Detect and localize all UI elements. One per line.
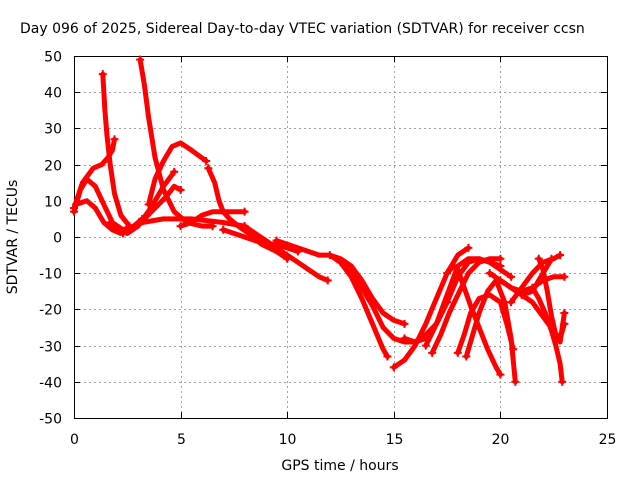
plus-marker xyxy=(496,261,505,270)
plus-marker xyxy=(176,185,185,194)
plus-marker xyxy=(496,276,505,285)
plus-marker xyxy=(496,370,505,379)
plus-marker xyxy=(208,222,217,231)
plus-marker xyxy=(400,334,409,343)
data-series-group xyxy=(71,57,567,385)
plus-marker xyxy=(560,272,569,281)
data-series-track xyxy=(120,183,184,236)
plus-marker xyxy=(383,352,392,361)
plus-marker xyxy=(136,55,145,64)
plus-marker xyxy=(511,377,520,386)
x-tick-label: 0 xyxy=(70,432,79,448)
plus-marker xyxy=(400,319,409,328)
plus-marker xyxy=(240,222,249,231)
y-tick-labels: -50 -40 -30 -20 -10 0 10 20 30 40 50 xyxy=(39,50,62,428)
plus-marker xyxy=(464,243,473,252)
plus-marker xyxy=(272,236,281,245)
plus-marker xyxy=(496,254,505,263)
y-tick-label: -20 xyxy=(39,303,62,319)
plus-marker xyxy=(72,200,81,209)
plus-marker xyxy=(421,341,430,350)
plus-marker xyxy=(144,200,153,209)
y-tick-label: 40 xyxy=(44,86,62,102)
plus-marker xyxy=(240,207,249,216)
x-tick-label: 10 xyxy=(279,432,297,448)
x-tick-label: 25 xyxy=(599,432,617,448)
plus-marker xyxy=(176,222,185,231)
plus-marker xyxy=(509,345,518,354)
data-series-track xyxy=(71,136,117,211)
plus-marker xyxy=(556,251,565,260)
plus-marker xyxy=(125,222,134,231)
x-axis-title: GPS time / hours xyxy=(281,458,398,474)
y-tick-label: -50 xyxy=(39,412,62,428)
plus-marker xyxy=(428,348,437,357)
y-tick-label: 50 xyxy=(44,50,62,66)
plus-marker xyxy=(283,254,292,263)
data-series-track xyxy=(529,285,565,385)
x-tick-label: 20 xyxy=(492,432,510,448)
plus-marker xyxy=(325,251,334,260)
plus-marker xyxy=(462,352,471,361)
y-tick-label: -10 xyxy=(39,267,62,283)
plus-marker xyxy=(138,214,147,223)
y-tick-label: 20 xyxy=(44,159,62,175)
data-series-track xyxy=(220,227,301,254)
plus-marker xyxy=(219,225,228,234)
data-series-track xyxy=(536,256,567,345)
plus-marker xyxy=(389,363,398,372)
grid xyxy=(74,56,607,418)
axis-ticks xyxy=(74,56,608,419)
plus-marker xyxy=(443,298,452,307)
plus-marker xyxy=(323,276,332,285)
data-series-track xyxy=(338,259,390,359)
data-series-track xyxy=(100,71,132,229)
plus-marker xyxy=(204,164,213,173)
plus-marker xyxy=(485,269,494,278)
y-tick-label: 10 xyxy=(44,195,62,211)
y-tick-label: 0 xyxy=(53,231,62,247)
y-tick-label: -30 xyxy=(39,340,62,356)
data-series-track xyxy=(391,245,471,370)
data-series-track xyxy=(146,140,209,207)
plus-marker xyxy=(507,272,516,281)
plus-marker xyxy=(547,254,556,263)
plus-marker xyxy=(293,247,302,256)
plus-marker xyxy=(98,70,107,79)
plus-marker xyxy=(560,319,569,328)
plus-marker xyxy=(336,258,345,267)
data-series-track xyxy=(205,165,290,262)
plus-marker xyxy=(110,135,119,144)
plus-marker xyxy=(119,229,128,238)
plus-marker xyxy=(517,290,526,299)
x-tick-labels: 0 5 10 15 20 25 xyxy=(70,432,616,448)
plus-marker xyxy=(106,218,115,227)
data-series-track xyxy=(463,277,518,385)
data-series-track xyxy=(178,209,248,229)
y-axis-title: SDTVAR / TECUs xyxy=(5,180,21,295)
chart-title: Day 096 of 2025, Sidereal Day-to-day VTE… xyxy=(20,21,585,37)
plus-marker xyxy=(534,254,543,263)
plus-marker xyxy=(443,269,452,278)
plus-marker xyxy=(202,156,211,165)
plus-marker xyxy=(507,298,516,307)
plus-marker xyxy=(170,167,179,176)
x-tick-label: 5 xyxy=(177,432,186,448)
data-series-track xyxy=(137,57,216,229)
plus-marker xyxy=(453,348,462,357)
y-tick-label: -40 xyxy=(39,376,62,392)
end-marker-group xyxy=(70,55,569,386)
plus-marker xyxy=(528,283,537,292)
x-tick-label: 15 xyxy=(386,432,404,448)
y-tick-label: 30 xyxy=(44,122,62,138)
plus-marker xyxy=(560,309,569,318)
plus-marker xyxy=(558,377,567,386)
data-series-track xyxy=(444,263,503,378)
